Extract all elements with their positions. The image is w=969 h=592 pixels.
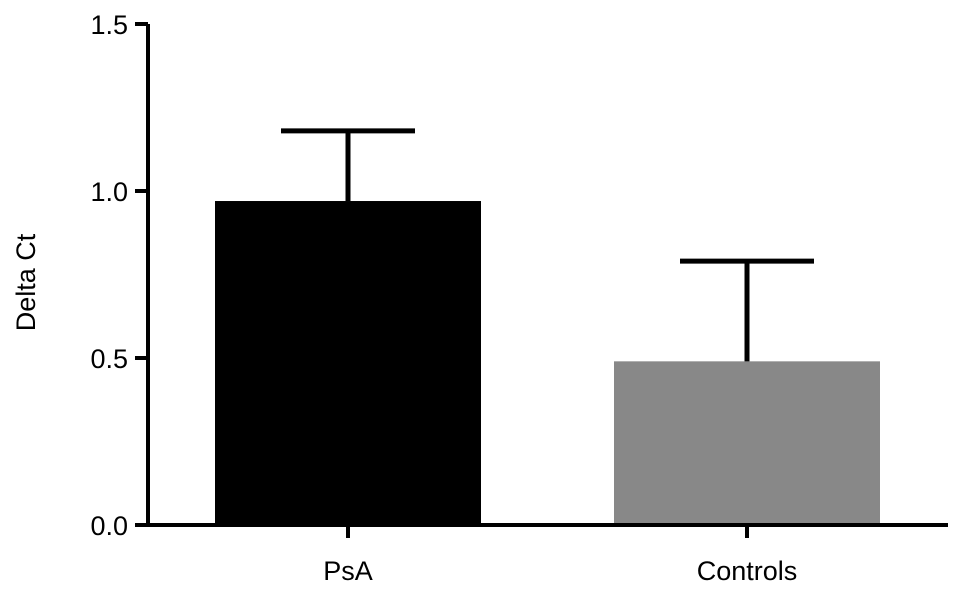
bars-layer bbox=[215, 201, 880, 525]
bar-controls bbox=[614, 361, 880, 525]
error-bars-layer bbox=[281, 128, 814, 362]
x-ticks-layer: PsA Controls bbox=[323, 525, 797, 586]
bar-psa bbox=[215, 201, 481, 525]
y-axis-label: Delta Ct bbox=[11, 233, 41, 331]
x-tick-label: PsA bbox=[323, 556, 373, 586]
y-tick-label: 1.5 bbox=[90, 10, 128, 40]
y-tick-label: 0.0 bbox=[90, 511, 128, 541]
x-tick-label: Controls bbox=[697, 556, 798, 586]
y-ticks-layer: 0.0 0.5 1.0 1.5 bbox=[90, 10, 148, 541]
y-tick-label: 1.0 bbox=[90, 177, 128, 207]
y-tick-label: 0.5 bbox=[90, 344, 128, 374]
